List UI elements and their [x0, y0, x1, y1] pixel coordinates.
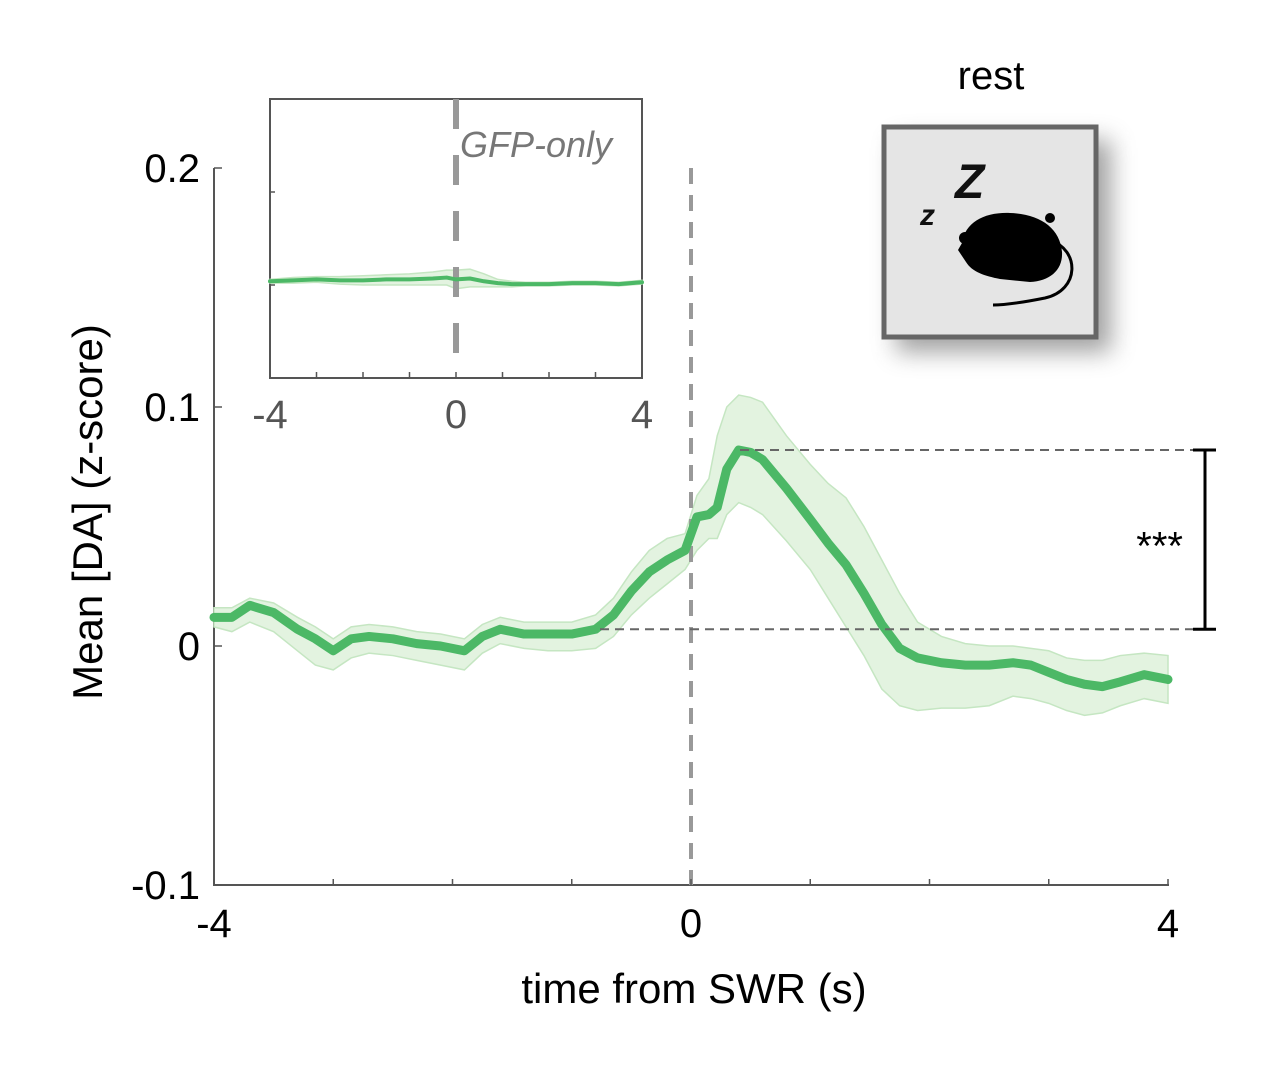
y-tick-label: 0.1	[144, 386, 200, 430]
y-tick-label: 0	[178, 625, 200, 669]
y-axis-label: Mean [DA] (z-score)	[64, 324, 111, 700]
condition-title: rest	[958, 54, 1025, 98]
significance-label: ***	[1136, 525, 1183, 569]
svg-text:Z: Z	[953, 156, 986, 209]
x-tick-label: 0	[445, 393, 467, 437]
x-axis-label: time from SWR (s)	[521, 965, 866, 1012]
x-tick-label: -4	[252, 393, 288, 437]
x-tick-label: 0	[680, 902, 702, 946]
inset-title: GFP-only	[460, 124, 614, 165]
sleeping-mouse-icon: z Z	[884, 127, 1111, 352]
x-tick-label: 4	[1157, 902, 1179, 946]
significance-bracket	[1193, 450, 1216, 629]
svg-text:z: z	[919, 199, 935, 232]
x-tick-label: -4	[196, 902, 232, 946]
x-tick-label: 4	[631, 393, 653, 437]
y-tick-label: -0.1	[131, 864, 200, 908]
y-tick-label: 0.2	[144, 147, 200, 191]
